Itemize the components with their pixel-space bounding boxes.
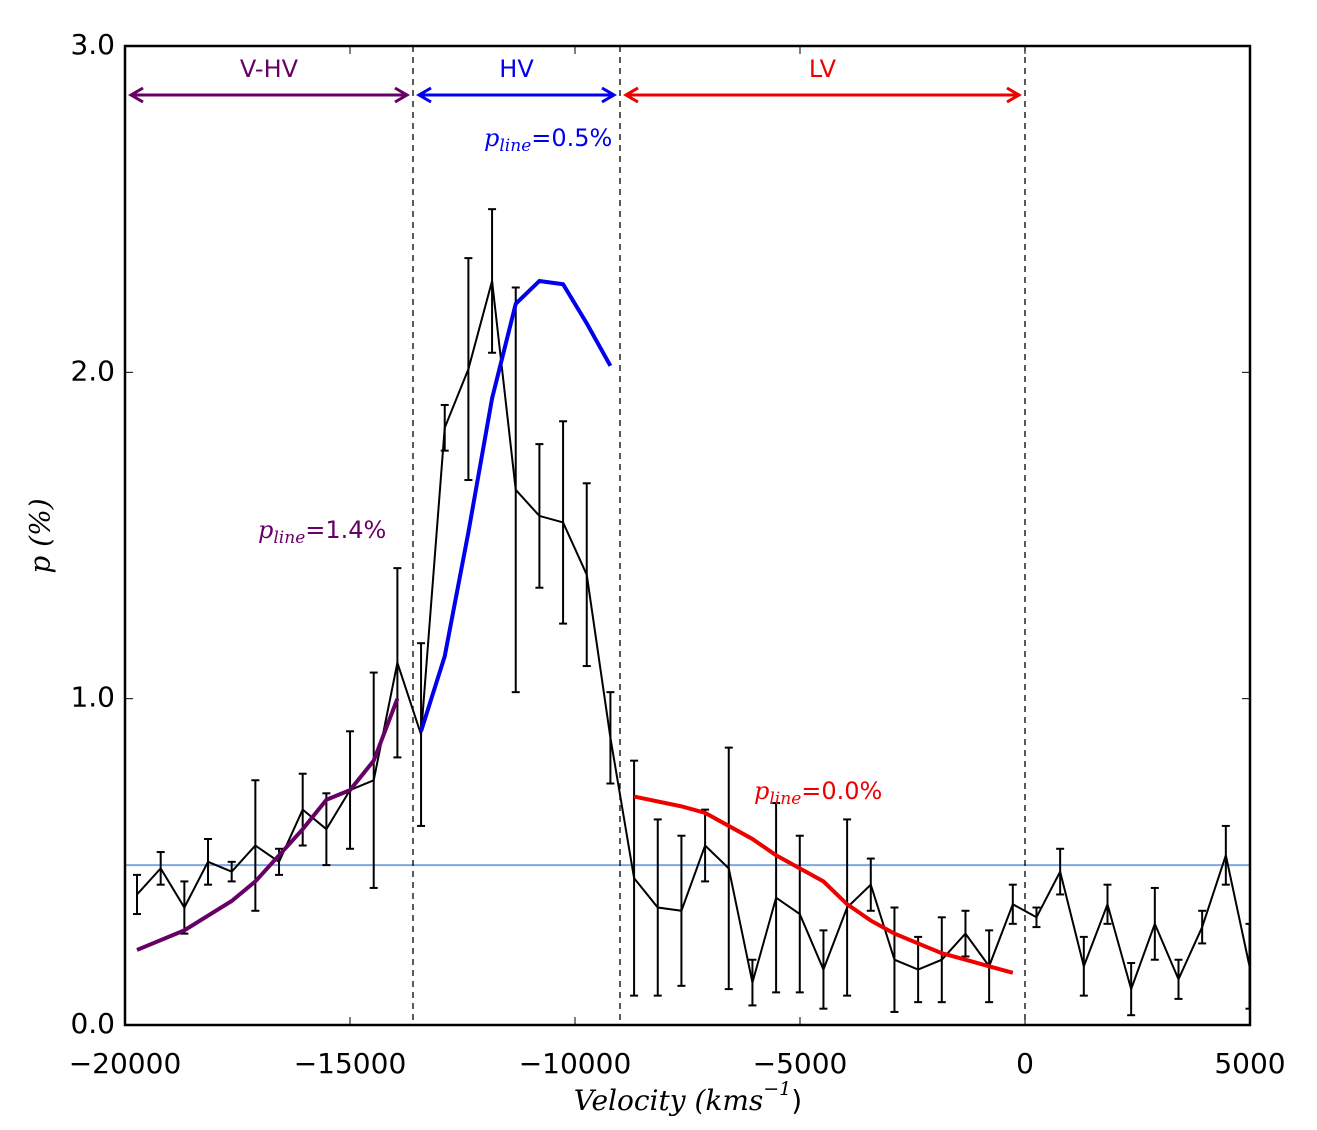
arrow-head <box>416 86 432 104</box>
x-axis-label: Velocity (kms−1) <box>574 1078 802 1117</box>
annotation-subscript: line <box>769 789 801 809</box>
arrow-head <box>128 86 144 104</box>
annotation-subscript: line <box>499 136 531 156</box>
arrow-head <box>394 86 410 104</box>
x-axis-label-superscript: −1 <box>763 1078 791 1100</box>
y-tick-label: 0.0 <box>70 1007 115 1040</box>
x-tick-label: 0 <box>1016 1047 1034 1080</box>
annotation-symbol: p <box>484 124 499 152</box>
annotation-text: =0.0% <box>801 777 882 805</box>
y-tick-label: 1.0 <box>70 681 115 714</box>
model-line <box>136 697 400 952</box>
arrow-head <box>623 86 639 104</box>
model-line <box>419 278 613 732</box>
annotation: pline=0.5% <box>484 124 612 156</box>
observed-line <box>136 280 1250 993</box>
annotation-symbol: p <box>754 777 769 805</box>
x-axis-label-text: Velocity (kms <box>574 1084 763 1117</box>
annotation-subscript: line <box>273 528 305 548</box>
plot-area <box>125 46 1250 1025</box>
region-label: HV <box>499 55 534 83</box>
model-line <box>633 794 1014 975</box>
annotation-symbol: p <box>258 516 273 544</box>
annotation-text: =1.4% <box>305 516 386 544</box>
x-tick-label: −15000 <box>294 1047 407 1080</box>
annotation-text: =0.5% <box>531 124 612 152</box>
x-tick-label: −10000 <box>519 1047 632 1080</box>
x-axis-label-tail: ) <box>791 1084 802 1117</box>
x-tick-label: −20000 <box>69 1047 182 1080</box>
y-tick-label: 2.0 <box>70 354 115 387</box>
annotation: pline=0.0% <box>754 777 882 809</box>
x-tick-label: −5000 <box>753 1047 848 1080</box>
arrow-head <box>1006 86 1022 104</box>
annotation: pline=1.4% <box>258 516 386 548</box>
y-tick-label: 3.0 <box>70 28 115 61</box>
y-axis-label: p (%) <box>24 498 57 573</box>
region-label: LV <box>809 55 837 83</box>
region-label: V-HV <box>240 55 299 83</box>
arrow-head <box>601 86 617 104</box>
plot-frame <box>123 44 1252 1027</box>
x-tick-label: 5000 <box>1214 1047 1285 1080</box>
